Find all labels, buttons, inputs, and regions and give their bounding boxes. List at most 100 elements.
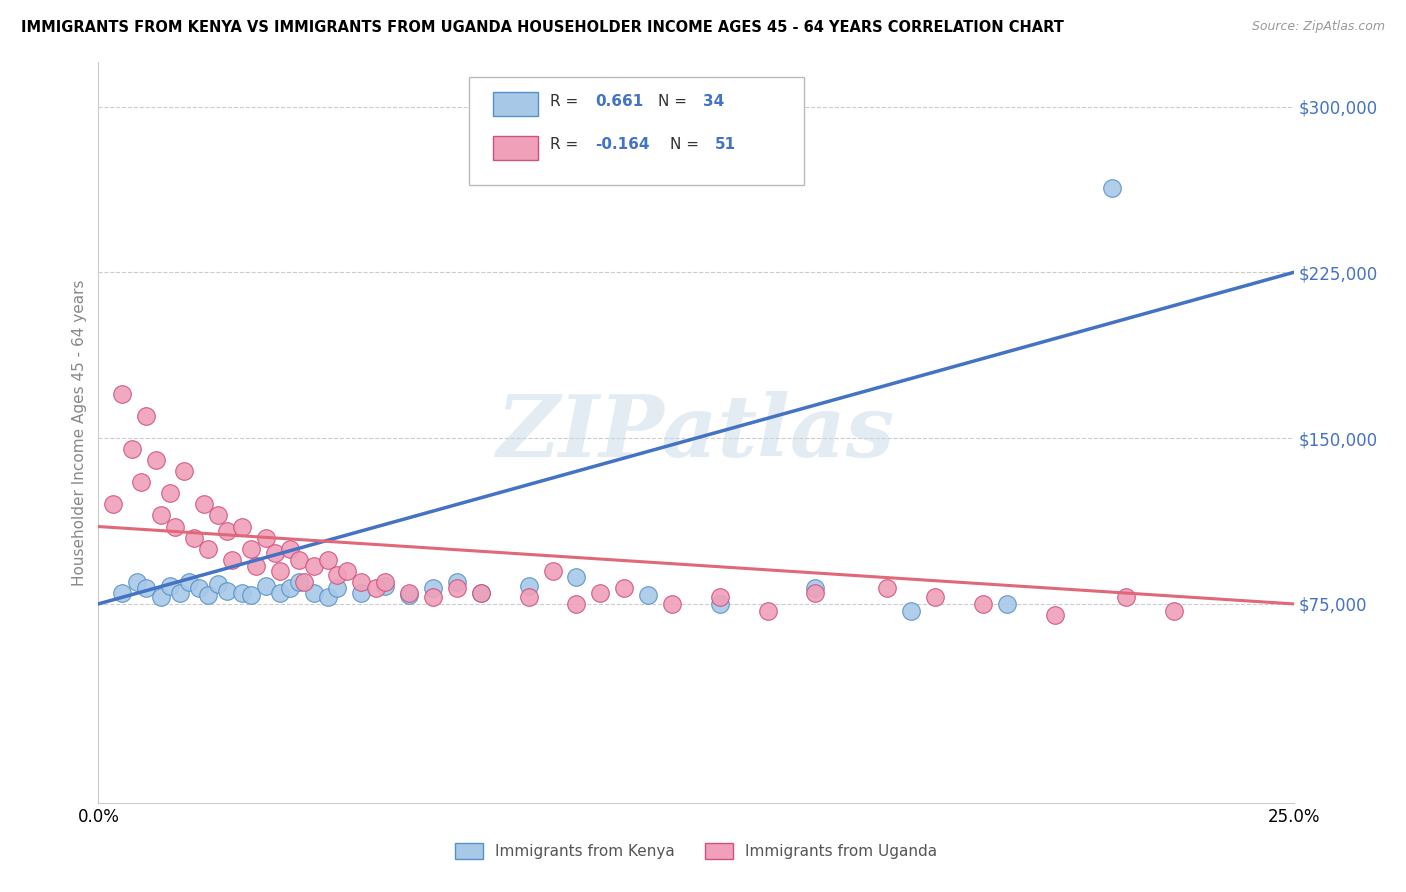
Point bbox=[245, 559, 267, 574]
Point bbox=[159, 486, 181, 500]
Point bbox=[163, 519, 186, 533]
Point bbox=[900, 603, 922, 617]
Point bbox=[1043, 607, 1066, 622]
Point bbox=[183, 531, 205, 545]
Point bbox=[207, 577, 229, 591]
Y-axis label: Householder Income Ages 45 - 64 years: Householder Income Ages 45 - 64 years bbox=[72, 279, 87, 586]
Point bbox=[125, 574, 148, 589]
Point bbox=[756, 603, 779, 617]
Point bbox=[197, 541, 219, 556]
FancyBboxPatch shape bbox=[494, 92, 538, 116]
Point bbox=[924, 591, 946, 605]
Point bbox=[470, 586, 492, 600]
Point bbox=[269, 586, 291, 600]
Point bbox=[972, 597, 994, 611]
Point bbox=[149, 591, 172, 605]
Point bbox=[565, 597, 588, 611]
Point bbox=[326, 582, 349, 596]
Point bbox=[240, 588, 263, 602]
Point bbox=[121, 442, 143, 457]
Point bbox=[565, 570, 588, 584]
Point bbox=[470, 586, 492, 600]
Point bbox=[149, 508, 172, 523]
Point bbox=[131, 475, 153, 490]
Point bbox=[159, 579, 181, 593]
Point bbox=[589, 586, 612, 600]
Point bbox=[374, 574, 396, 589]
Point bbox=[197, 588, 219, 602]
Point bbox=[804, 586, 827, 600]
Point bbox=[661, 597, 683, 611]
Point bbox=[876, 582, 898, 596]
Point bbox=[995, 597, 1018, 611]
Point bbox=[422, 582, 444, 596]
Point bbox=[231, 586, 253, 600]
Point bbox=[446, 582, 468, 596]
Point bbox=[398, 586, 420, 600]
Text: ZIPatlas: ZIPatlas bbox=[496, 391, 896, 475]
Point bbox=[173, 464, 195, 478]
Text: IMMIGRANTS FROM KENYA VS IMMIGRANTS FROM UGANDA HOUSEHOLDER INCOME AGES 45 - 64 : IMMIGRANTS FROM KENYA VS IMMIGRANTS FROM… bbox=[21, 20, 1064, 35]
Point bbox=[446, 574, 468, 589]
Point bbox=[1101, 181, 1123, 195]
Point bbox=[326, 568, 349, 582]
Point bbox=[217, 583, 239, 598]
Point bbox=[221, 552, 243, 566]
Text: Source: ZipAtlas.com: Source: ZipAtlas.com bbox=[1251, 20, 1385, 33]
Text: 0.661: 0.661 bbox=[596, 94, 644, 109]
Legend: Immigrants from Kenya, Immigrants from Uganda: Immigrants from Kenya, Immigrants from U… bbox=[449, 838, 943, 865]
FancyBboxPatch shape bbox=[494, 136, 538, 160]
Point bbox=[254, 531, 277, 545]
Point bbox=[111, 387, 134, 401]
Point bbox=[1163, 603, 1185, 617]
Text: R =: R = bbox=[550, 137, 588, 153]
Point bbox=[517, 591, 540, 605]
Point bbox=[135, 409, 157, 423]
Point bbox=[264, 546, 287, 560]
Point bbox=[292, 574, 315, 589]
Point bbox=[240, 541, 263, 556]
Text: -0.164: -0.164 bbox=[596, 137, 650, 153]
Point bbox=[1115, 591, 1137, 605]
Point bbox=[145, 453, 167, 467]
Point bbox=[398, 588, 420, 602]
Point bbox=[336, 564, 359, 578]
Point bbox=[350, 574, 373, 589]
Point bbox=[422, 591, 444, 605]
Point bbox=[254, 579, 277, 593]
Text: N =: N = bbox=[669, 137, 709, 153]
Point bbox=[374, 579, 396, 593]
Point bbox=[302, 586, 325, 600]
Text: 34: 34 bbox=[703, 94, 724, 109]
Point bbox=[709, 597, 731, 611]
Point bbox=[269, 564, 291, 578]
Point bbox=[316, 591, 339, 605]
Point bbox=[169, 586, 191, 600]
Point bbox=[135, 582, 157, 596]
Point bbox=[804, 582, 827, 596]
Point bbox=[613, 582, 636, 596]
Point bbox=[709, 591, 731, 605]
Point bbox=[278, 582, 301, 596]
Point bbox=[101, 498, 124, 512]
Point bbox=[364, 582, 387, 596]
Point bbox=[350, 586, 373, 600]
Point bbox=[111, 586, 134, 600]
Point bbox=[541, 564, 564, 578]
Text: 51: 51 bbox=[716, 137, 737, 153]
Point bbox=[207, 508, 229, 523]
Point bbox=[637, 588, 659, 602]
Point bbox=[231, 519, 253, 533]
FancyBboxPatch shape bbox=[470, 78, 804, 185]
Point bbox=[302, 559, 325, 574]
Point bbox=[288, 552, 311, 566]
Point bbox=[187, 582, 209, 596]
Point bbox=[316, 552, 339, 566]
Text: R =: R = bbox=[550, 94, 588, 109]
Point bbox=[217, 524, 239, 538]
Point bbox=[193, 498, 215, 512]
Text: N =: N = bbox=[658, 94, 696, 109]
Point bbox=[179, 574, 201, 589]
Point bbox=[517, 579, 540, 593]
Point bbox=[278, 541, 301, 556]
